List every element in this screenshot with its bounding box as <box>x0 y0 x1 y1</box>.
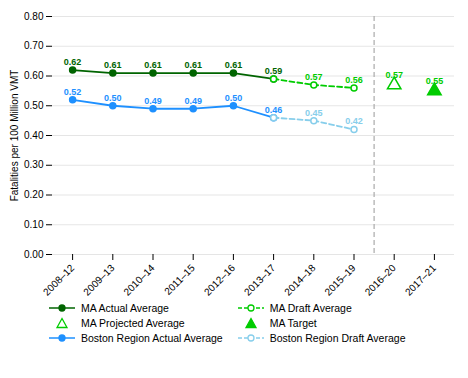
svg-text:0.56: 0.56 <box>345 75 363 85</box>
svg-text:0.50: 0.50 <box>225 93 243 103</box>
svg-text:0.62: 0.62 <box>64 57 82 67</box>
svg-text:0.59: 0.59 <box>265 66 283 76</box>
svg-text:2010–14: 2010–14 <box>121 262 157 298</box>
svg-text:2009–13: 2009–13 <box>81 262 117 298</box>
html-text:MA Projected Average: MA Projected Average <box>81 317 185 329</box>
html-text:Boston Region Actual Average: Boston Region Actual Average <box>81 332 223 344</box>
svg-text:0.10: 0.10 <box>24 219 44 230</box>
svg-text:2015–19: 2015–19 <box>322 262 358 298</box>
svg-text:2013–17: 2013–17 <box>242 262 278 298</box>
svg-text:0.42: 0.42 <box>345 116 363 126</box>
svg-text:0.49: 0.49 <box>184 96 202 106</box>
html-text:Boston Region Draft Average: Boston Region Draft Average <box>269 332 406 344</box>
svg-text:2014–18: 2014–18 <box>282 262 318 298</box>
svg-text:0.52: 0.52 <box>64 87 82 97</box>
svg-text:0.61: 0.61 <box>104 60 122 70</box>
svg-text:2016–20: 2016–20 <box>363 262 399 298</box>
svg-text:0.55: 0.55 <box>426 76 444 86</box>
svg-text:0.40: 0.40 <box>24 130 44 141</box>
svg-text:0.61: 0.61 <box>144 60 162 70</box>
svg-text:2008–12: 2008–12 <box>41 262 77 298</box>
svg-text:0.50: 0.50 <box>104 93 122 103</box>
svg-text:0.50: 0.50 <box>24 100 44 111</box>
svg-text:0.57: 0.57 <box>385 70 403 80</box>
html-text:MA Actual Average: MA Actual Average <box>81 302 169 314</box>
svg-text:0.70: 0.70 <box>24 40 44 51</box>
svg-text:0.61: 0.61 <box>184 60 202 70</box>
svg-text:0.46: 0.46 <box>265 105 283 115</box>
svg-text:0.30: 0.30 <box>24 159 44 170</box>
svg-text:Fatalities per 100 Million VMT: Fatalities per 100 Million VMT <box>9 70 20 202</box>
svg-text:2011–15: 2011–15 <box>162 262 197 297</box>
svg-text:0.20: 0.20 <box>24 189 44 200</box>
html-text:MA Draft Average: MA Draft Average <box>269 302 352 314</box>
svg-text:2012–16: 2012–16 <box>202 262 238 298</box>
svg-text:0.45: 0.45 <box>305 108 323 118</box>
svg-text:0.49: 0.49 <box>144 96 162 106</box>
svg-text:0.61: 0.61 <box>225 60 243 70</box>
svg-text:0.80: 0.80 <box>24 11 44 22</box>
svg-text:0.00: 0.00 <box>24 249 44 260</box>
svg-text:0.60: 0.60 <box>24 70 44 81</box>
svg-text:2017–21: 2017–21 <box>403 262 439 298</box>
html-text:MA Target: MA Target <box>269 317 317 329</box>
svg-text:0.57: 0.57 <box>305 72 323 82</box>
